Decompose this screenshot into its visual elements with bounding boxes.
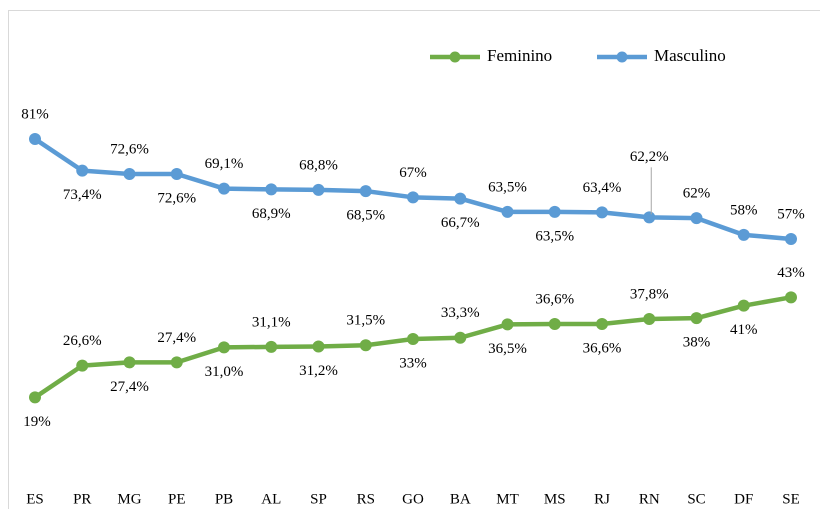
data-point — [785, 291, 797, 304]
data-point — [218, 182, 230, 195]
data-point — [548, 205, 561, 218]
x-tick-label: SP — [310, 491, 327, 507]
data-point — [501, 205, 514, 218]
data-label: 31,5% — [346, 313, 385, 329]
legend-swatch-marker — [449, 51, 461, 63]
x-tick-label: BA — [450, 491, 471, 507]
data-label: 57% — [777, 206, 805, 222]
x-tick-label: MG — [117, 491, 141, 507]
data-label: 73,4% — [63, 187, 102, 203]
x-tick-label: DF — [734, 491, 753, 507]
data-point — [454, 331, 467, 344]
data-point — [123, 356, 136, 369]
data-label: 33% — [399, 355, 427, 371]
data-label: 81% — [21, 106, 49, 122]
data-point — [29, 132, 41, 145]
data-point — [359, 185, 372, 198]
data-label: 31,2% — [299, 363, 338, 379]
data-label: 58% — [730, 202, 758, 218]
data-label: 69,1% — [205, 156, 244, 172]
data-point — [359, 339, 372, 352]
data-point — [312, 340, 325, 353]
data-point — [643, 211, 656, 224]
data-label: 36,6% — [583, 340, 622, 356]
data-point — [265, 183, 278, 196]
data-point — [123, 167, 136, 180]
data-label: 68,5% — [346, 208, 385, 224]
data-label: 33,3% — [441, 305, 480, 321]
x-tick-label: AL — [261, 491, 281, 507]
data-point — [407, 191, 419, 204]
data-point — [407, 332, 419, 345]
data-label: 38% — [683, 335, 711, 351]
x-tick-label: MS — [544, 491, 566, 507]
data-point — [76, 164, 89, 177]
data-point — [737, 228, 750, 241]
x-tick-label: SC — [687, 491, 705, 507]
x-tick-label: ES — [26, 491, 44, 507]
x-tick-label: RN — [639, 491, 660, 507]
data-point — [76, 359, 89, 372]
x-tick-label: GO — [402, 491, 424, 507]
legend-swatch-marker — [616, 51, 628, 63]
data-label: 62% — [683, 186, 711, 202]
chart-border — [8, 10, 820, 509]
data-label: 36,5% — [488, 341, 527, 357]
data-point — [596, 206, 608, 219]
data-point — [643, 312, 656, 325]
x-tick-label: PR — [73, 491, 91, 507]
x-tick-label: PB — [215, 491, 233, 507]
legend-label: Masculino — [654, 46, 726, 65]
data-label: 37,8% — [630, 286, 669, 302]
data-point — [454, 192, 467, 205]
data-point — [170, 356, 183, 369]
x-tick-label: RJ — [594, 491, 610, 507]
data-label: 63,5% — [488, 179, 527, 195]
data-label: 72,6% — [110, 141, 149, 157]
data-point — [312, 183, 325, 196]
data-point — [690, 212, 703, 225]
data-point — [785, 232, 797, 245]
x-tick-label: RS — [357, 491, 375, 507]
data-label: 26,6% — [63, 333, 102, 349]
data-label: 72,6% — [157, 190, 196, 206]
data-point — [29, 391, 41, 404]
x-tick-label: MT — [496, 491, 519, 507]
data-point — [548, 317, 561, 330]
data-label: 68,9% — [252, 206, 291, 222]
data-label: 63,5% — [535, 228, 574, 244]
data-point — [596, 317, 608, 330]
data-label: 31,0% — [205, 364, 244, 380]
data-label: 27,4% — [110, 379, 149, 395]
x-tick-label: SE — [782, 491, 800, 507]
data-point — [501, 318, 514, 331]
data-point — [265, 340, 278, 353]
data-point — [218, 341, 230, 354]
data-point — [737, 299, 750, 312]
data-label: 68,8% — [299, 157, 338, 173]
x-tick-label: PE — [168, 491, 186, 507]
data-label: 36,6% — [535, 291, 574, 307]
data-label: 41% — [730, 322, 758, 338]
data-point — [170, 167, 183, 180]
data-label: 67% — [399, 165, 427, 181]
legend-label: Feminino — [487, 46, 552, 65]
data-label: 66,7% — [441, 215, 480, 231]
data-label: 43% — [777, 265, 805, 281]
data-label: 27,4% — [157, 330, 196, 346]
data-point — [690, 312, 703, 325]
data-label: 63,4% — [583, 180, 622, 196]
data-label: 31,1% — [252, 314, 291, 330]
data-label: 19% — [23, 414, 51, 430]
data-label: 62,2% — [630, 149, 669, 165]
